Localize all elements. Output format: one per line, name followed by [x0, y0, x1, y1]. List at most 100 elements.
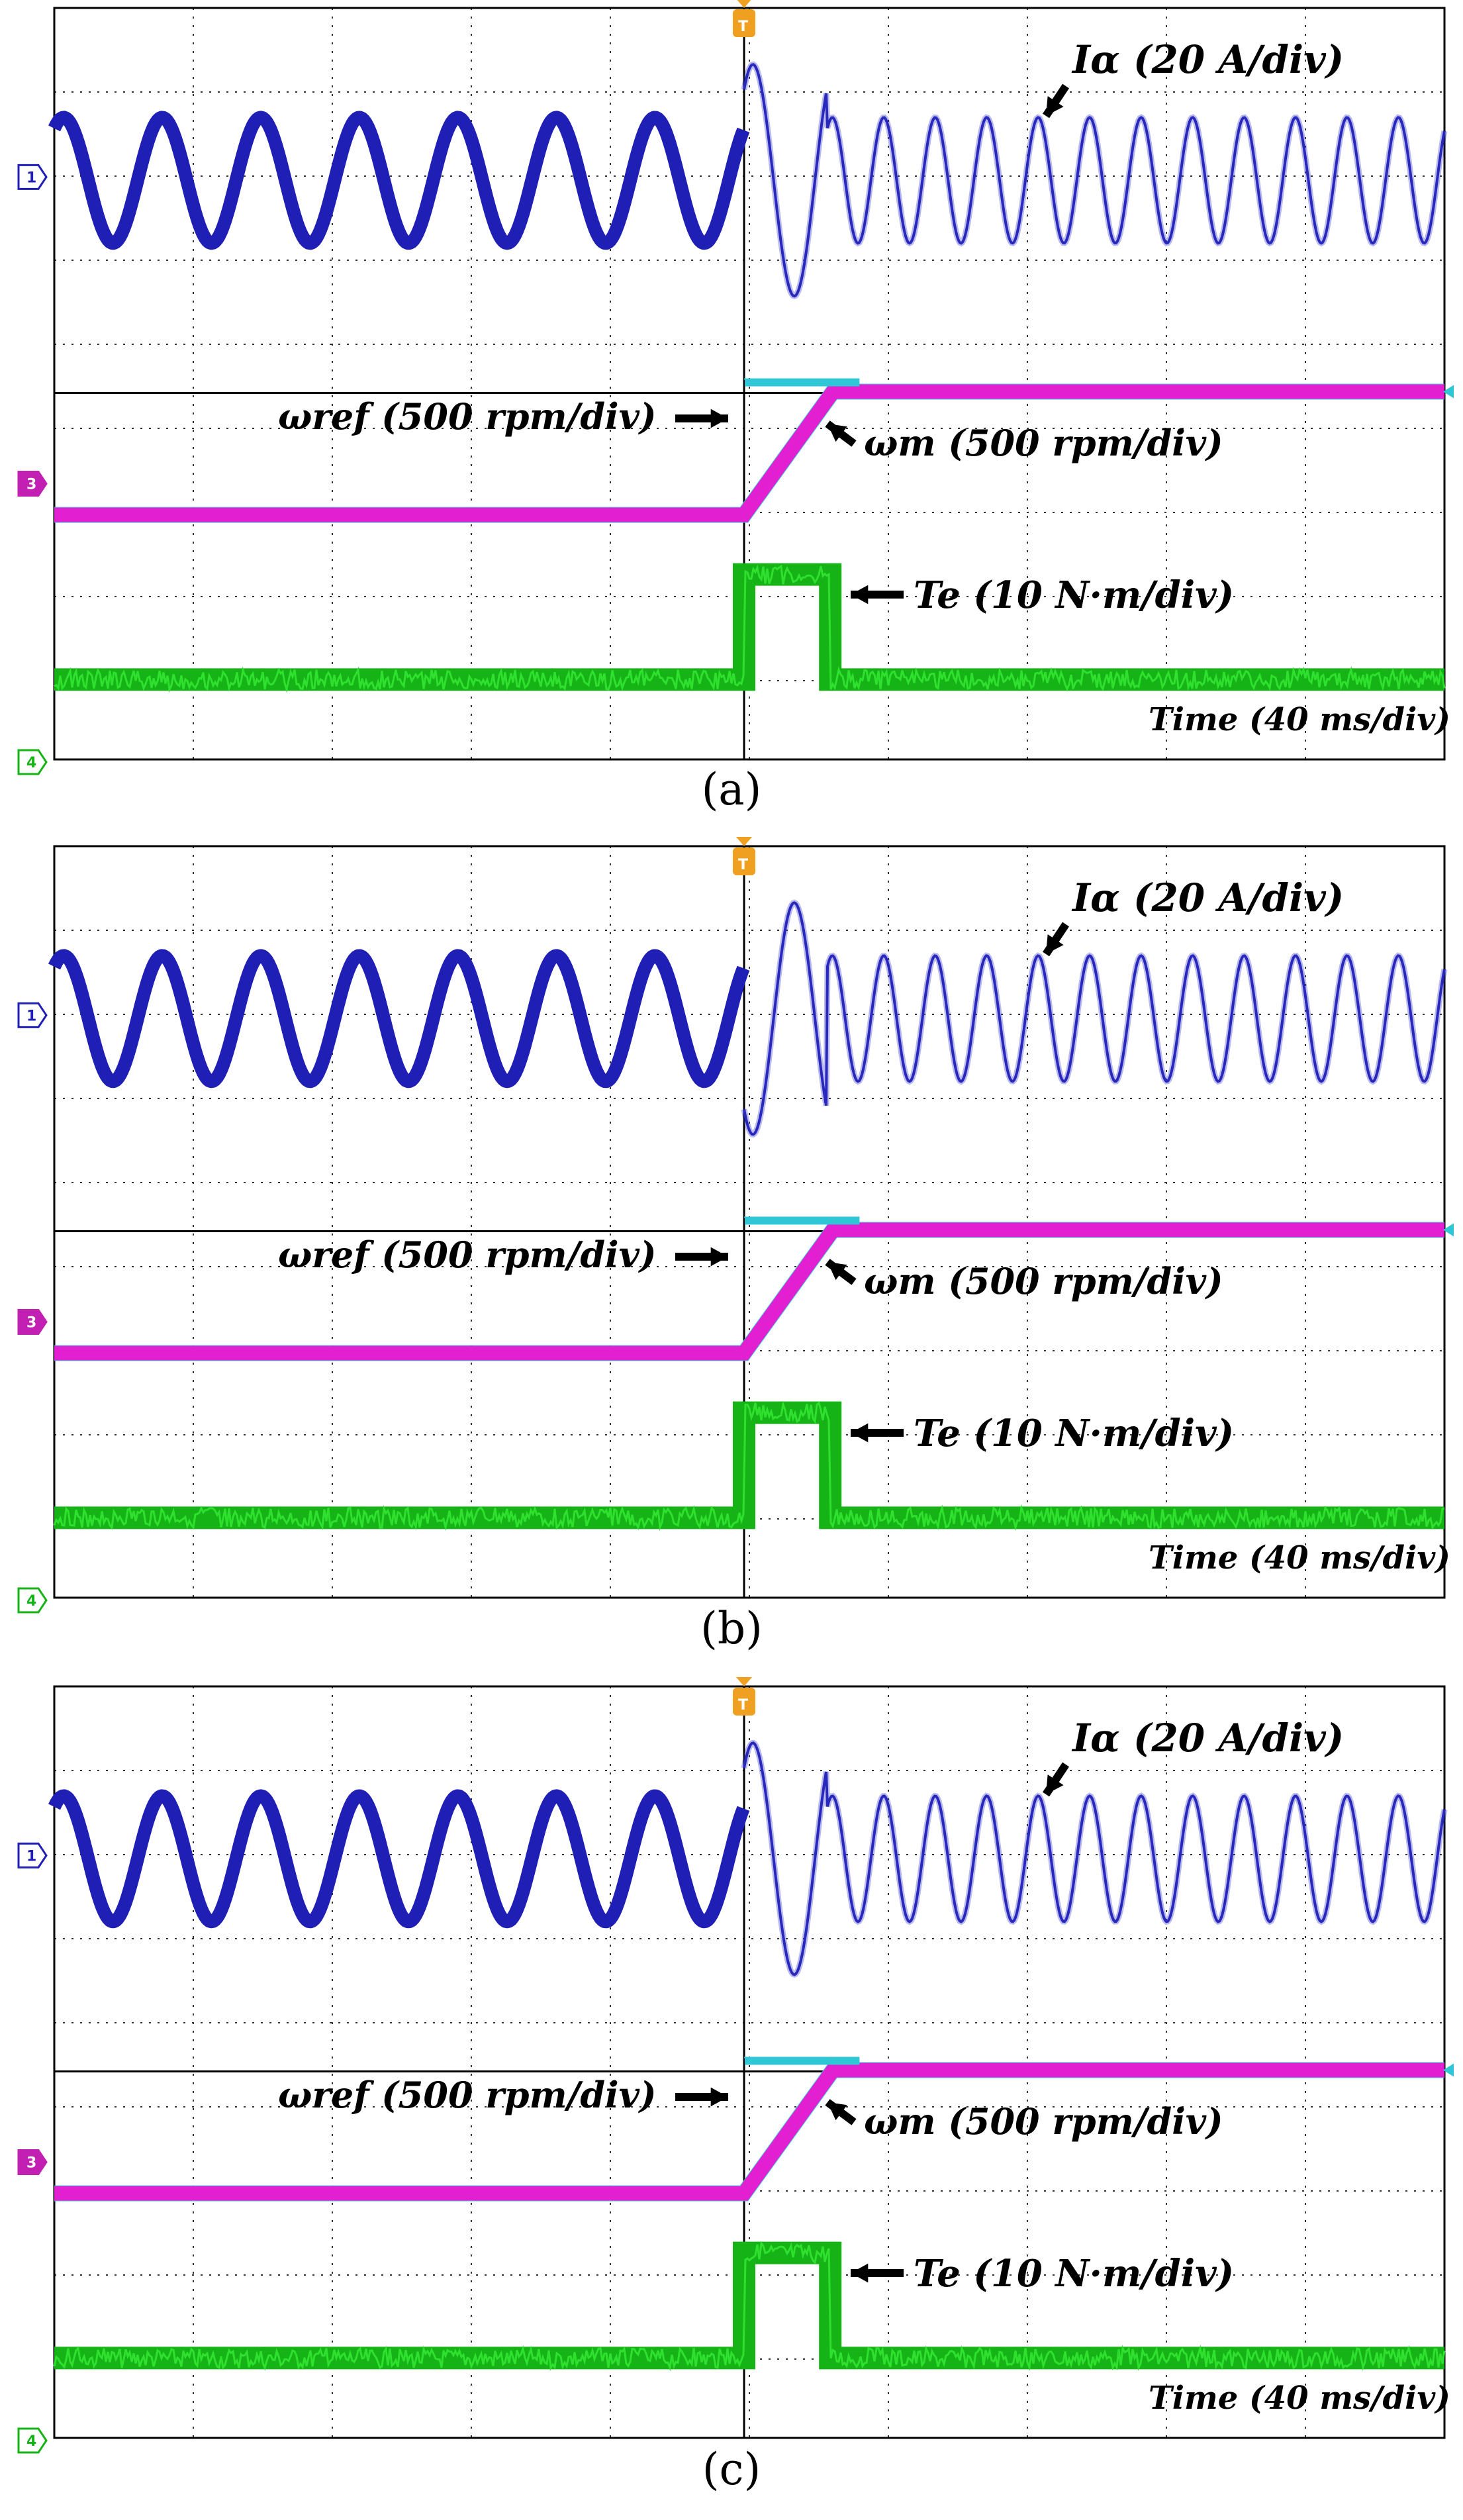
arrow-omega-ref — [675, 2087, 728, 2107]
arrow-omega-ref — [675, 1247, 728, 1267]
channel-4-marker-label: 4 — [26, 2433, 36, 2450]
series-i-alpha-after — [743, 1741, 1446, 1976]
channel-3-marker-shape — [17, 471, 48, 497]
series-i-alpha-after — [743, 63, 1446, 298]
arrow-omega-m-head — [827, 1262, 847, 1281]
label-te: Te (10 N·m/div) — [914, 1412, 1234, 1455]
channel-1-marker-label: 1 — [26, 1008, 36, 1024]
label-te: Te (10 N·m/div) — [914, 573, 1234, 617]
channel-4-marker: 4 — [17, 749, 48, 775]
trigger-arrow — [736, 1677, 752, 1686]
arrow-omega-m — [825, 2099, 857, 2125]
label-omega-ref: ωref (500 rpm/div) — [278, 2074, 657, 2116]
arrow-omega-ref-head — [710, 2087, 728, 2107]
series-i-alpha-band — [741, 1739, 1448, 1978]
channel-4-marker-label: 4 — [26, 1593, 36, 1610]
series-te-noise — [53, 2241, 1446, 2372]
trigger-marker: T — [733, 1677, 755, 1716]
channel-3-marker-label: 3 — [26, 477, 36, 493]
label-omega-ref: ωref (500 rpm/div) — [278, 395, 657, 438]
channel-1-marker-shape — [17, 1842, 48, 1868]
series-i-alpha-before — [48, 1789, 750, 1929]
series-omega-m — [54, 1222, 1444, 1361]
arrow-omega-ref-head — [710, 409, 728, 428]
channel-4-marker-label: 4 — [26, 755, 36, 771]
oscilloscope-panels: 1 3 4 T Iα (20 A/div) ωref (500 rpm/div) ωm (5… — [17, 0, 1454, 2495]
channel-3-marker: 3 — [17, 1309, 48, 1335]
label-omega-ref: ωref (500 rpm/div) — [278, 1234, 657, 1276]
arrow-te-head — [851, 2263, 869, 2283]
series-omega-m — [54, 384, 1444, 522]
arrow-i-alpha-head — [1046, 934, 1064, 954]
label-time: Time (40 ms/div) — [1149, 2380, 1450, 2417]
channel-3-marker: 3 — [17, 2149, 48, 2175]
channel-3-marker-label: 3 — [26, 2155, 36, 2172]
right-level-marker — [1443, 2063, 1454, 2077]
trigger-label: T — [738, 857, 748, 873]
series-i-alpha-before — [48, 111, 750, 250]
channel-4-marker-shape — [17, 2427, 48, 2454]
arrow-te — [851, 2263, 904, 2283]
channel-1-marker: 1 — [17, 1842, 48, 1868]
trigger-arrow — [737, 0, 751, 8]
series-i-alpha-before — [48, 949, 750, 1089]
channel-3-marker: 3 — [17, 471, 48, 497]
arrow-omega-m-head — [827, 2102, 847, 2121]
channel-1-marker-shape — [17, 164, 48, 190]
arrow-te — [851, 1423, 904, 1443]
channel-4-marker: 4 — [17, 1587, 48, 1614]
label-time: Time (40 ms/div) — [1149, 701, 1450, 738]
channel-1-marker-label: 1 — [26, 1848, 36, 1865]
arrow-te-head — [851, 585, 869, 605]
label-i-alpha: Iα (20 A/div) — [1071, 875, 1344, 920]
label-i-alpha: Iα (20 A/div) — [1071, 37, 1344, 82]
label-i-alpha: Iα (20 A/div) — [1071, 1716, 1344, 1761]
arrow-i-alpha — [1043, 83, 1069, 119]
channel-1-marker: 1 — [17, 1002, 48, 1028]
channel-3-marker-shape — [17, 2149, 48, 2175]
panel-caption: (b) — [700, 1603, 763, 1654]
trigger-marker: T — [733, 0, 755, 37]
panel-a: 1 3 4 T Iα (20 A/div) ωref (500 rpm/div) ωm (5… — [17, 0, 1454, 815]
right-level-marker — [1443, 1223, 1454, 1237]
trigger-box — [733, 1688, 755, 1716]
arrow-i-alpha — [1043, 1762, 1069, 1797]
series-i-alpha-band — [741, 61, 1448, 300]
series-omega-m — [54, 2062, 1444, 2201]
trigger-label: T — [738, 1697, 748, 1714]
arrow-i-alpha-head — [1046, 96, 1064, 116]
panel-c: 1 3 4 T Iα (20 A/div) ωref (500 rpm/div) ωm (5… — [17, 1677, 1454, 2495]
arrow-i-alpha-head — [1046, 1774, 1064, 1794]
channel-4-marker: 4 — [17, 2427, 48, 2454]
arrow-omega-m — [825, 1259, 857, 1285]
series-i-alpha-after — [743, 901, 1446, 1136]
panel-caption: (c) — [702, 2444, 761, 2495]
channel-4-marker-shape — [17, 1587, 48, 1614]
channel-1-marker-shape — [17, 1002, 48, 1028]
label-omega-m: ωm (500 rpm/div) — [864, 1260, 1223, 1302]
label-te: Te (10 N·m/div) — [914, 2252, 1234, 2296]
arrow-omega-m-head — [827, 424, 847, 442]
arrow-omega-ref-head — [710, 1247, 728, 1267]
label-time: Time (40 ms/div) — [1149, 1539, 1450, 1576]
panel-b: 1 3 4 T Iα (20 A/div) ωref (500 rpm/div) ωm (5… — [17, 837, 1454, 1654]
trigger-marker: T — [733, 837, 755, 875]
right-level-marker — [1443, 385, 1454, 399]
channel-1-marker: 1 — [17, 164, 48, 190]
trigger-box — [733, 9, 755, 37]
trigger-arrow — [736, 837, 752, 846]
channel-4-marker-shape — [17, 749, 48, 775]
panel-caption: (a) — [702, 764, 762, 815]
arrow-i-alpha — [1043, 922, 1069, 957]
series-te-noise — [53, 1400, 1445, 1531]
series-te-band — [54, 563, 1444, 691]
arrow-te-head — [851, 1423, 869, 1443]
arrow-omega-m — [825, 420, 857, 447]
arrow-omega-ref — [675, 409, 728, 428]
label-omega-m: ωm (500 rpm/div) — [864, 2100, 1223, 2143]
series-i-alpha-band — [741, 899, 1448, 1138]
trigger-label: T — [738, 19, 748, 35]
label-omega-m: ωm (500 rpm/div) — [864, 422, 1223, 464]
channel-3-marker-label: 3 — [26, 1315, 36, 1332]
